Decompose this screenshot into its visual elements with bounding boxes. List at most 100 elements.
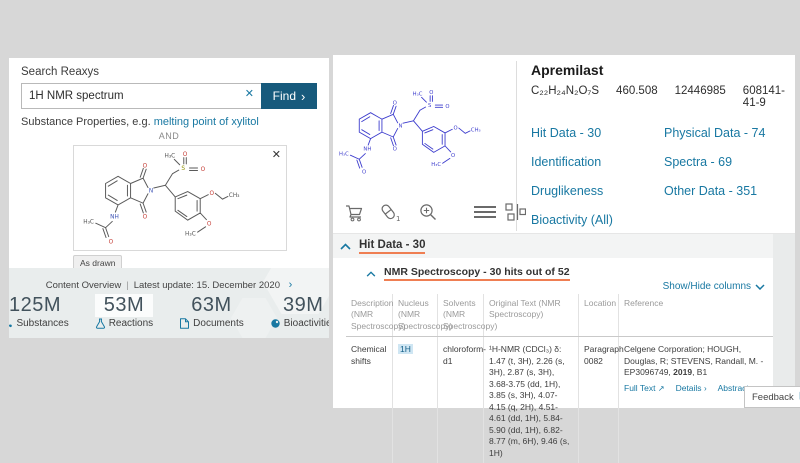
svg-text:O: O xyxy=(210,191,215,197)
svg-text:CH₃: CH₃ xyxy=(229,193,240,199)
svg-text:NH: NH xyxy=(110,214,119,220)
svg-text:S: S xyxy=(428,103,432,109)
feedback-label: Feedback xyxy=(752,391,794,403)
svg-text:N: N xyxy=(399,123,403,129)
data-category-links: Hit Data - 30 Physical Data - 74 Identif… xyxy=(531,126,787,227)
substance-result-card: O O N O O S H₃C O CH₃ O H₃C NH O H₃C xyxy=(333,55,800,463)
search-panel: Search Reaxys ✕ Find › Substance Propert… xyxy=(9,58,329,271)
stat-value: 39M xyxy=(282,294,324,316)
full-text-link[interactable]: Full Text ↗ xyxy=(624,382,665,393)
svg-text:O: O xyxy=(201,167,206,173)
svg-text:O: O xyxy=(183,152,188,158)
svg-text:O: O xyxy=(453,126,457,132)
nucleus-hit-highlight: 1H xyxy=(398,344,413,355)
svg-text:O: O xyxy=(362,169,366,175)
link-identification[interactable]: Identification xyxy=(531,155,602,169)
nmr-subsection-header: NMR Spectroscopy - 30 hits out of 52 xyxy=(359,266,570,281)
header-description: Description (NMR Spectroscopy) xyxy=(346,294,405,337)
svg-text:1: 1 xyxy=(396,215,400,223)
svg-text:O: O xyxy=(207,221,212,227)
show-hide-columns[interactable]: Show/Hide columns xyxy=(663,281,765,292)
header-location: Location xyxy=(579,294,619,337)
content-overview-band: Content Overview | Latest update: 15. Dece… xyxy=(9,268,329,338)
svg-text:H₃C: H₃C xyxy=(83,220,94,226)
substance-properties-hint: Substance Properties, e.g. melting point… xyxy=(21,116,259,128)
chevron-down-icon xyxy=(755,283,765,290)
substance-identifiers: C₂₂H₂₄N₂O₇S 460.508 12446985 608141-41-9 xyxy=(531,85,787,109)
link-hit-data[interactable]: Hit Data - 30 xyxy=(531,126,602,140)
scroll-gutter xyxy=(773,234,795,408)
cell-reference: Celgene Corporation; HOUGH, Douglas, R; … xyxy=(619,337,773,463)
content-overview-link[interactable]: Content Overview | Latest update: 15. Dece… xyxy=(45,279,293,291)
search-row: ✕ Find › xyxy=(21,83,317,109)
chevron-right-icon: › xyxy=(301,88,306,104)
cell-description: Chemical shifts xyxy=(346,337,393,463)
list-view-icon[interactable] xyxy=(473,203,497,221)
stat-value: 125M xyxy=(9,294,62,316)
nmr-spectroscopy-title[interactable]: NMR Spectroscopy - 30 hits out of 52 xyxy=(384,266,570,281)
target-icon xyxy=(271,319,280,328)
stat-label: Bioactivities xyxy=(283,318,329,329)
zoom-in-icon[interactable] xyxy=(419,203,438,222)
document-icon xyxy=(180,318,190,329)
cart-icon[interactable] xyxy=(345,203,365,222)
stats-row: 125M Substances 53M Reactions 63M xyxy=(9,294,329,329)
molecule-icon xyxy=(9,323,13,327)
link-spectra[interactable]: Spectra - 69 xyxy=(664,155,733,169)
chevron-right-icon: › xyxy=(703,383,707,393)
link-other-data[interactable]: Other Data - 351 xyxy=(664,184,758,198)
chevron-up-icon[interactable] xyxy=(366,270,376,277)
reference-citation: Celgene Corporation; HOUGH, Douglas, R; … xyxy=(624,344,764,378)
melting-point-example-link[interactable]: melting point of xylitol xyxy=(153,116,259,128)
chevron-up-icon[interactable] xyxy=(340,242,351,250)
svg-text:H₃C: H₃C xyxy=(413,92,423,98)
reaxys-id: 12446985 xyxy=(674,85,726,97)
svg-text:NH: NH xyxy=(363,147,371,153)
substance-toolbar: 1 xyxy=(345,203,526,227)
grid-view-icon[interactable] xyxy=(505,203,526,221)
molecular-formula: C₂₂H₂₄N₂O₇S xyxy=(531,85,600,97)
svg-text:CH₃: CH₃ xyxy=(471,127,481,133)
pill-icon[interactable]: 1 xyxy=(379,203,401,223)
find-button[interactable]: Find › xyxy=(261,83,317,109)
cell-solvents: chloroform-d1 xyxy=(438,337,486,463)
svg-text:O: O xyxy=(393,147,397,153)
svg-text:H₃C: H₃C xyxy=(185,231,196,237)
link-bioactivity[interactable]: Bioactivity (All) xyxy=(531,213,613,227)
chevron-right-icon: › xyxy=(288,279,293,291)
details-link[interactable]: Details › xyxy=(675,382,707,393)
stat-label: Documents xyxy=(193,318,244,329)
cell-location: Paragraph 0082 xyxy=(579,337,624,463)
clear-search-icon[interactable]: ✕ xyxy=(244,88,254,100)
nmr-results-table: Description (NMR Spectroscopy) Nucleus (… xyxy=(346,294,773,463)
feedback-button[interactable]: Feedback xyxy=(744,386,800,408)
content-overview-title: Content Overview xyxy=(45,280,122,291)
stat-value: 63M xyxy=(191,294,232,316)
cell-original-text: ¹H-NMR (CDCl₃) δ: 1.47 (t, 3H), 2.26 (s,… xyxy=(484,337,579,463)
cell-nucleus: 1H xyxy=(393,337,438,463)
hit-data-title[interactable]: Hit Data - 30 xyxy=(359,239,426,254)
cas-number: 608141-41-9 xyxy=(742,85,786,109)
close-icon[interactable]: ✕ xyxy=(271,149,281,161)
substance-info: Apremilast C₂₂H₂₄N₂O₇S 460.508 12446985 … xyxy=(531,62,787,227)
link-druglikeness[interactable]: Druglikeness xyxy=(531,184,604,198)
latest-update: Latest update: 15. December 2020 xyxy=(133,280,280,291)
svg-text:O: O xyxy=(109,239,114,245)
search-input[interactable] xyxy=(21,83,261,109)
stat-reactions: 53M Reactions xyxy=(94,294,154,329)
vertical-divider xyxy=(516,61,517,231)
link-physical-data[interactable]: Physical Data - 74 xyxy=(664,126,766,140)
hit-data-header: Hit Data - 30 xyxy=(333,234,773,258)
svg-text:N: N xyxy=(149,188,153,194)
stat-label: Reactions xyxy=(108,318,154,329)
structure-apremilast-query: O O N O O S H₃C O CH₃ O H₃C NH O H₃C xyxy=(83,152,240,246)
substance-structure-zone: O O N O O S H₃C O CH₃ O H₃C NH O H₃C xyxy=(335,85,515,185)
table-row: Chemical shifts 1H chloroform-d1 ¹H-NMR … xyxy=(346,337,773,463)
svg-text:O: O xyxy=(429,90,433,96)
search-panel-title: Search Reaxys xyxy=(21,66,99,78)
svg-text:S: S xyxy=(181,166,185,172)
structure-editor-canvas[interactable]: ✕ O O N O O S H₃C O CH₃ O H₃C NH O H₃C xyxy=(73,145,287,251)
header-nucleus: Nucleus (NMR Spectroscopy) xyxy=(393,294,452,337)
and-operator: AND xyxy=(158,131,180,141)
molecular-weight: 460.508 xyxy=(616,85,658,97)
